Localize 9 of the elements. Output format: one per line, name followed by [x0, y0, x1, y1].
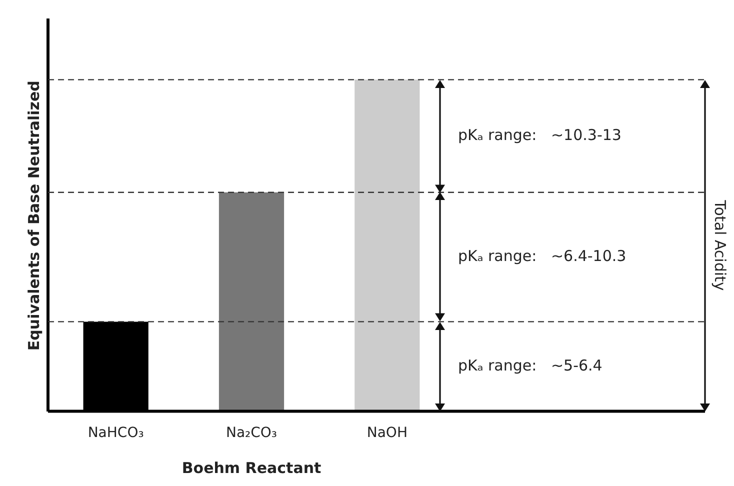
x-tick-label: Na₂CO₃: [226, 425, 278, 442]
x-tick-label: NaOH: [366, 425, 408, 442]
text: pKₐ range: ~10.3-13: [458, 126, 622, 144]
x-axis-title: Boehm Reactant: [182, 458, 322, 477]
text: Total Acidity: [711, 199, 730, 291]
x-tick-label: NaHCO₃: [88, 425, 144, 442]
text: pKₐ range: ~5-6.4: [458, 356, 602, 374]
y-axis-title: Equivalents of Base Neutralized: [24, 80, 43, 351]
text: pKₐ range: ~6.4-10.3: [458, 246, 626, 265]
